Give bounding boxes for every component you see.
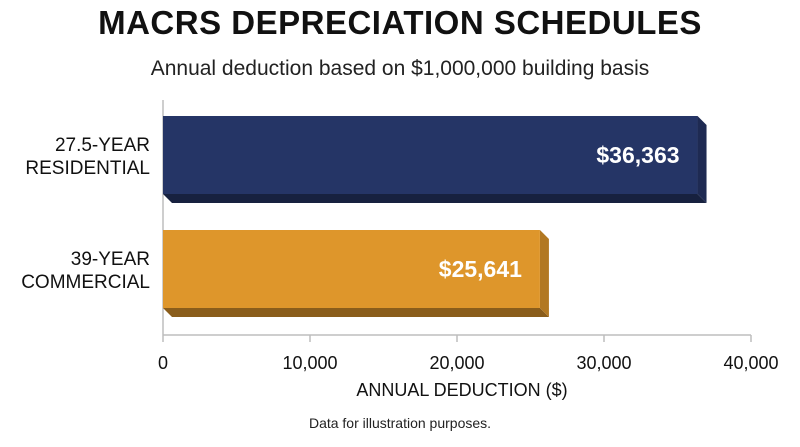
- footnote: Data for illustration purposes.: [308, 415, 492, 431]
- category-label-line: 27.5-YEAR: [55, 135, 150, 156]
- x-tick-label: 20,000: [429, 353, 484, 373]
- category-label: 39-YEAR COMMERCIAL: [21, 249, 150, 293]
- bar-data-label: $36,363: [596, 142, 679, 168]
- chart-subtitle: Annual deduction based on $1,000,000 bui…: [150, 57, 650, 80]
- chart-title: MACRS DEPRECIATION SCHEDULES: [98, 4, 702, 41]
- bar: [163, 230, 540, 308]
- x-tick-label: 10,000: [282, 353, 337, 373]
- bar-side-face: [697, 116, 707, 203]
- bar-bottom-face: [163, 194, 707, 203]
- bar-bottom-face: [163, 308, 549, 317]
- x-tick-label: 40,000: [723, 353, 778, 373]
- bar-data-label: $25,641: [439, 256, 522, 282]
- bar: [163, 116, 698, 194]
- category-label-line: 39-YEAR: [71, 249, 150, 270]
- x-axis-title: ANNUAL DEDUCTION ($): [356, 380, 567, 400]
- bar-side-face: [539, 230, 549, 317]
- category-label-line: COMMERCIAL: [21, 272, 150, 293]
- x-tick-label: 0: [158, 353, 168, 373]
- category-label: 27.5-YEAR RESIDENTIAL: [25, 135, 150, 179]
- x-tick-label: 30,000: [576, 353, 631, 373]
- category-label-line: RESIDENTIAL: [25, 158, 150, 179]
